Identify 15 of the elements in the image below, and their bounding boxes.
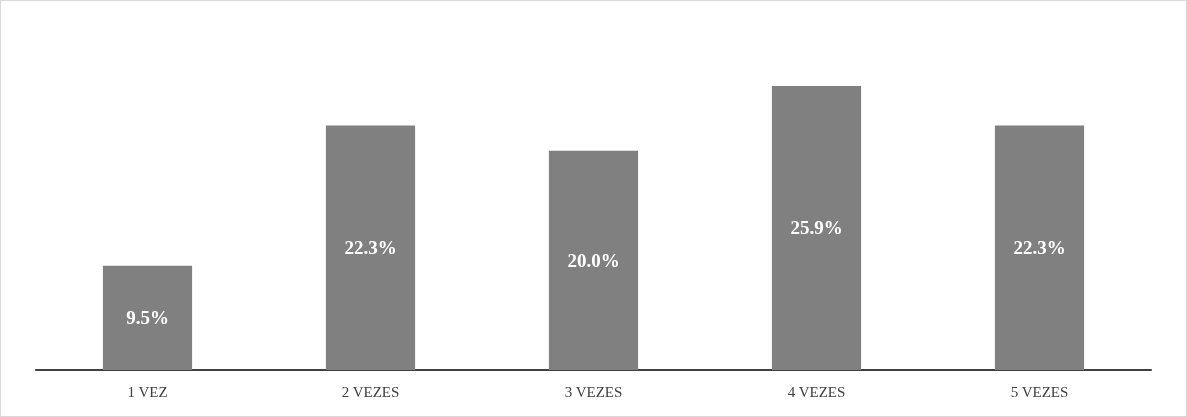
data-label: 22.3% [344, 237, 397, 259]
x-tick-label: 4 VEZES [787, 383, 846, 400]
bar [102, 265, 193, 370]
data-label: 25.9% [790, 217, 843, 239]
data-label: 20.0% [567, 249, 620, 271]
x-tick-label: 1 VEZ [127, 383, 168, 400]
bar [548, 150, 639, 370]
bar [325, 125, 416, 370]
data-label: 22.3% [1013, 237, 1066, 259]
bar [994, 125, 1085, 370]
bar [771, 85, 862, 370]
data-label: 9.5% [126, 307, 169, 329]
x-tick-label: 2 VEZES [341, 383, 400, 400]
x-tick-label: 3 VEZES [564, 383, 623, 400]
x-tick-label: 5 VEZES [1010, 383, 1069, 400]
